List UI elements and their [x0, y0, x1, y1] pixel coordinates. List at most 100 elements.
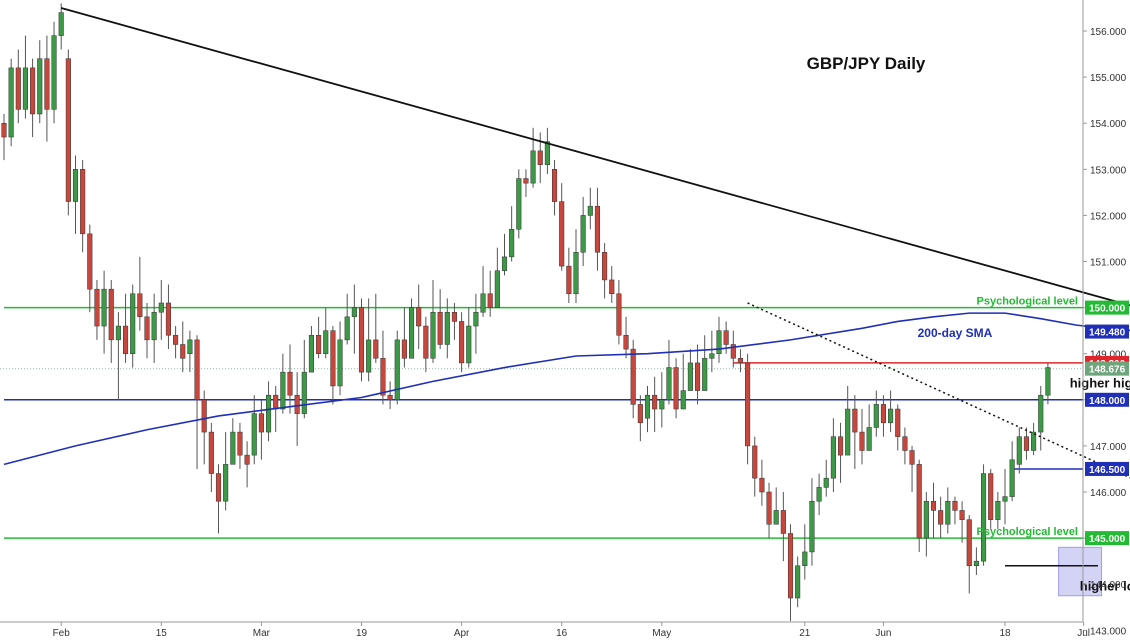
- candle-body: [852, 408, 858, 433]
- trendlines: [3, 7, 1130, 567]
- x-tick-label: 16: [556, 628, 568, 639]
- annotations: Psychological level Psychological level 20…: [918, 296, 1130, 594]
- candle-body: [630, 348, 636, 405]
- candle-body: [594, 205, 601, 253]
- candle-body: [973, 560, 979, 567]
- candle-body: [323, 330, 329, 354]
- candle-body: [580, 215, 586, 253]
- candle-body: [330, 330, 336, 387]
- x-tick-label: 15: [156, 628, 168, 639]
- candle-body: [394, 339, 400, 401]
- candle-body: [144, 316, 150, 341]
- candle-body: [308, 335, 314, 373]
- candle-body: [1031, 431, 1037, 451]
- x-tick-label: 18: [999, 628, 1011, 639]
- x-tick-label: Apr: [454, 628, 470, 639]
- candle-body: [366, 339, 372, 373]
- candle-body: [530, 150, 536, 184]
- candle-body: [380, 358, 386, 396]
- candle-body: [187, 339, 193, 354]
- candlesticks: [1, 3, 1051, 622]
- price-tag-label: 146.500: [1089, 465, 1126, 476]
- candle-body: [44, 58, 50, 110]
- candle-body: [537, 150, 543, 165]
- price-tag-label: 150.000: [1089, 304, 1126, 315]
- candle-body: [952, 500, 958, 511]
- y-tick-label: 154.000: [1090, 119, 1127, 130]
- candle-body: [22, 67, 28, 110]
- candle-body: [244, 454, 250, 465]
- candle-body: [716, 330, 722, 354]
- candle-body: [745, 362, 751, 447]
- sma-label: 200-day SMA: [918, 326, 993, 340]
- candle-body: [373, 339, 379, 359]
- candle-body: [230, 431, 236, 465]
- candle-body: [266, 394, 272, 433]
- candle-body: [587, 205, 593, 216]
- candle-body: [15, 67, 21, 110]
- candle-body: [945, 500, 951, 525]
- candle-body: [208, 431, 214, 474]
- highlight-box: [1058, 546, 1103, 597]
- candle-body: [723, 330, 729, 345]
- candle-body: [637, 404, 643, 424]
- annotation-label: higher low: [1080, 579, 1130, 594]
- dotted-trendline: [747, 302, 1130, 479]
- candle-body: [809, 500, 815, 553]
- candle-body: [501, 256, 508, 271]
- candle-body: [459, 321, 465, 364]
- candle-body: [773, 510, 779, 525]
- candle-body: [845, 408, 851, 456]
- candle-body: [659, 399, 665, 410]
- candle-body: [923, 500, 929, 539]
- candle-body: [287, 371, 293, 396]
- price-tag: [1085, 361, 1129, 376]
- y-tick-label: 152.000: [1090, 211, 1127, 222]
- candle-body: [909, 450, 915, 465]
- candle-body: [430, 311, 436, 359]
- candle-body: [165, 302, 171, 336]
- candle-body: [344, 316, 350, 341]
- y-tick-label: 144.000: [1090, 580, 1127, 591]
- candle-body: [65, 58, 71, 202]
- candle-body: [759, 477, 765, 493]
- candle-body: [273, 394, 279, 410]
- candle-body: [294, 394, 300, 414]
- candle-body: [115, 325, 121, 341]
- candle-body: [687, 362, 693, 391]
- candle-body: [866, 427, 872, 451]
- candle-body: [830, 436, 836, 479]
- candle-body: [787, 533, 794, 599]
- candle-body: [795, 565, 801, 599]
- trendline: [60, 7, 1130, 307]
- candle-body: [351, 307, 357, 318]
- candle-body: [695, 362, 701, 391]
- candle-body: [444, 311, 450, 345]
- candle-body: [752, 445, 758, 479]
- candle-body: [80, 169, 86, 235]
- candle-body: [451, 311, 457, 322]
- y-tick-label: 149.000: [1090, 350, 1127, 361]
- candle-body: [258, 413, 264, 433]
- candle-body: [215, 473, 222, 502]
- candle-body: [1002, 496, 1008, 502]
- candle-body: [87, 233, 93, 290]
- candle-body: [516, 178, 522, 230]
- candle-body: [888, 408, 894, 424]
- candle-body: [473, 311, 479, 327]
- candle-body: [644, 394, 651, 419]
- candle-body: [552, 169, 558, 202]
- candle-body: [1023, 436, 1030, 451]
- x-tick-label: May: [652, 628, 671, 639]
- candle-body: [995, 500, 1001, 520]
- candle-body: [938, 510, 944, 525]
- psychological-level-label: Psychological level: [977, 526, 1079, 538]
- price-tag: [1085, 461, 1129, 476]
- candle-body: [480, 293, 486, 313]
- y-tick-label: 153.000: [1090, 165, 1127, 176]
- price-tag-label: 145.000: [1089, 534, 1126, 545]
- candle-body: [802, 551, 808, 567]
- candle-body: [509, 228, 515, 258]
